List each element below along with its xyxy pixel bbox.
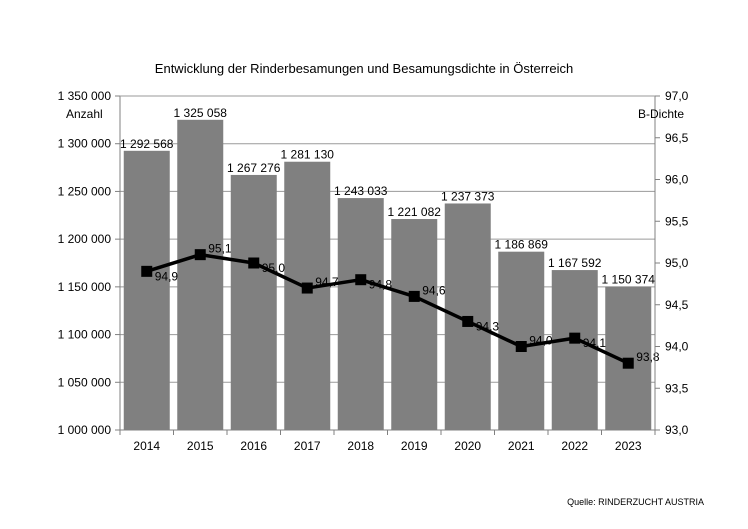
bar-data-label: 1 221 082 [388, 205, 442, 219]
y-left-tick-label: 1 350 000 [58, 89, 112, 103]
y-left-tick-label: 1 300 000 [58, 137, 112, 151]
line-marker [248, 257, 260, 269]
x-tick-label: 2018 [347, 439, 374, 453]
bar-data-label: 1 243 033 [334, 184, 388, 198]
axes: 1 000 000 1 050 000 1 100 000 1 150 000 1 20… [58, 89, 689, 453]
bar [391, 219, 438, 430]
bar [337, 198, 384, 430]
bar-data-label: 1 267 276 [227, 161, 281, 175]
x-tick-label: 2023 [615, 439, 642, 453]
bar [551, 270, 598, 430]
y-right-tick-label: 94,0 [665, 340, 689, 354]
bar-data-label: 1 325 058 [174, 106, 228, 120]
line-data-label: 95,1 [208, 242, 232, 256]
line-marker [569, 332, 581, 344]
line-marker [622, 357, 634, 369]
line-marker [194, 249, 206, 261]
y-right-tick-label: 95,0 [665, 256, 689, 270]
y-left-tick-label: 1 000 000 [58, 423, 112, 437]
y-right-axis-label: B-Dichte [638, 107, 684, 121]
y-left-tick-label: 1 100 000 [58, 328, 112, 342]
line-marker [462, 315, 474, 327]
y-right-tick-label: 93,5 [665, 381, 689, 395]
line-marker [141, 265, 153, 277]
x-tick-label: 2020 [454, 439, 481, 453]
x-tick-label: 2022 [561, 439, 588, 453]
y-left-tick-label: 1 200 000 [58, 232, 112, 246]
y-left-tick-label: 1 250 000 [58, 184, 112, 198]
bar-data-label: 1 186 869 [495, 238, 549, 252]
x-tick-label: 2017 [294, 439, 321, 453]
bar-data-label: 1 150 374 [602, 273, 656, 287]
source-note: Quelle: RINDERZUCHT AUSTRIA [567, 497, 704, 507]
line-data-label: 94,0 [529, 334, 553, 348]
y-right-tick-label: 96,0 [665, 173, 689, 187]
y-right-tick-label: 95,5 [665, 214, 689, 228]
line-data-label: 94,1 [583, 336, 607, 350]
line-data-label: 94,6 [422, 283, 446, 297]
bar [230, 174, 277, 430]
chart-title: Entwicklung der Rinderbesamungen und Bes… [155, 61, 573, 76]
line-data-label: 94,9 [155, 269, 179, 283]
bar-data-label: 1 167 592 [548, 256, 602, 270]
y-right-tick-label: 94,5 [665, 298, 689, 312]
line-path [146, 252, 629, 365]
x-tick-label: 2016 [240, 439, 267, 453]
y-right-tick-label: 96,5 [665, 131, 689, 145]
x-tick-label: 2019 [401, 439, 428, 453]
y-left-tick-label: 1 050 000 [58, 375, 112, 389]
line-data-label: 95,0 [262, 261, 286, 275]
line-marker [408, 290, 420, 302]
y-right-tick-label: 97,0 [665, 89, 689, 103]
bar-data-label: 1 292 568 [120, 137, 174, 151]
x-tick-label: 2021 [508, 439, 535, 453]
bar-data-label: 1 237 373 [441, 189, 495, 203]
line-marker [515, 341, 527, 352]
line-data-label: 93,8 [636, 350, 660, 364]
line-series: 94,9 95,1 95,0 94,7 94,8 94,6 94,3 94,0 94,1 93,8 [141, 242, 660, 369]
bar [177, 119, 224, 431]
y-left-axis-label: Anzahl [66, 107, 103, 121]
y-left-tick-label: 1 150 000 [58, 280, 112, 294]
x-tick-label: 2015 [187, 439, 214, 453]
bar [284, 161, 331, 430]
line-marker [301, 282, 313, 294]
bar [123, 150, 170, 431]
line-marker [355, 274, 367, 286]
line-data-label: 94,3 [476, 319, 500, 333]
bar-data-label: 1 281 130 [281, 148, 335, 162]
x-tick-label: 2014 [133, 439, 160, 453]
y-right-tick-label: 93,0 [665, 423, 689, 437]
line-data-label: 94,7 [315, 275, 339, 289]
line-data-label: 94,8 [369, 278, 393, 292]
